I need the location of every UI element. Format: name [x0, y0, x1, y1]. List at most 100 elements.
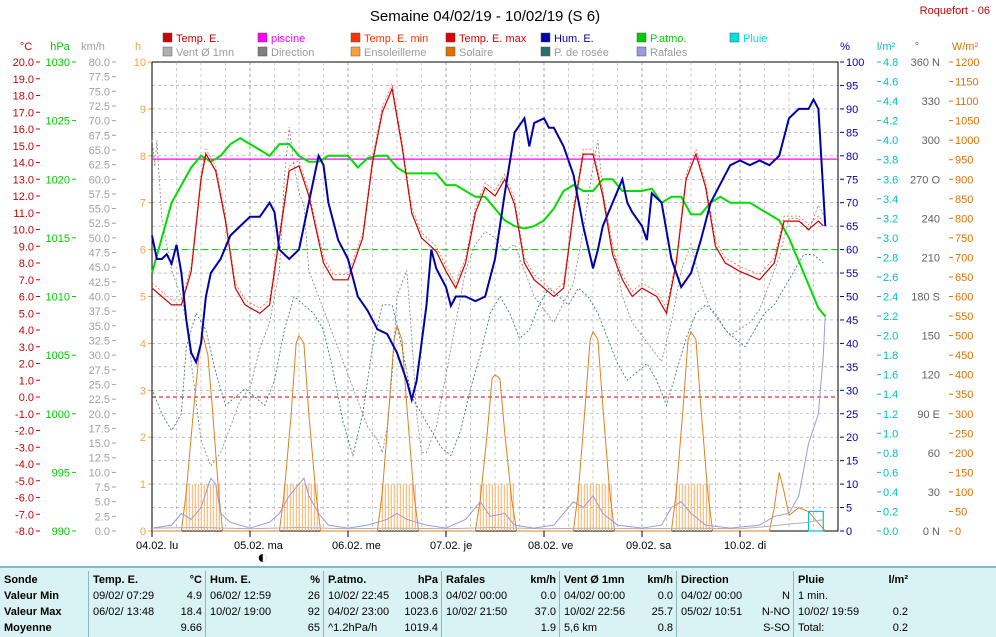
legend-swatch — [445, 32, 456, 43]
stats-temp-min-date: 09/02/ 07:29 — [93, 590, 155, 602]
axis-tick-label: 75 — [846, 174, 858, 186]
series-solaire — [152, 323, 826, 532]
stats-vent-dist: 5,6 km — [564, 622, 598, 634]
chart-legend: Temp. E. piscine Temp. E. min Temp. E. max H… — [162, 32, 767, 59]
unit-label: h — [135, 41, 141, 53]
axis-tick-label: 30 — [846, 385, 858, 397]
legend-label: Direction — [271, 47, 314, 59]
axis-tick-label: 2.8 — [883, 252, 898, 264]
unit-label: W/m² — [952, 41, 979, 53]
stats-dir-max: N-NO — [761, 606, 790, 618]
axis-tick-label: -3.0 — [15, 442, 34, 454]
axis-tick-label: 150 — [922, 331, 940, 343]
axis-tick-label: 80 — [846, 151, 858, 163]
axis-tick-label: 20.0 — [13, 57, 34, 69]
axis-tick-label: 57.5 — [89, 189, 110, 201]
axis-tick-label: 150 — [955, 467, 973, 479]
axis-tick-label: 2.0 — [883, 331, 898, 343]
axis-tick-label: 2.4 — [883, 292, 898, 304]
axis-tick-label: 80.0 — [89, 57, 110, 69]
stats-temp-unit: °C — [189, 574, 202, 586]
axis-units: °C hPa km/h h% l/m² ° W/m² — [20, 41, 979, 53]
stats-temp-header: Temp. E. — [93, 574, 139, 586]
legend-swatch — [540, 46, 551, 57]
axis-tick-label: 40.0 — [89, 292, 110, 304]
axis-tick-label: 13.0 — [13, 174, 34, 186]
grid — [151, 61, 839, 532]
stats-hum-min-date: 06/02/ 12:59 — [210, 590, 272, 602]
axis-tick-label: 1150 — [955, 77, 979, 89]
axis-tick-label: 10.0 — [89, 467, 110, 479]
rain-bar — [807, 510, 824, 532]
axis-tick-label: 240 — [922, 213, 940, 225]
stats-temp-max-date: 06/02/ 13:48 — [93, 606, 155, 618]
axis-tick-label: 1015 — [46, 233, 70, 245]
series-direction — [151, 127, 826, 467]
stats-hum-unit: % — [310, 574, 320, 586]
stats-pluie-unit: l/m² — [888, 574, 908, 586]
axis-tick-label: 10 — [846, 479, 858, 491]
axis-tick-label: 75.0 — [89, 86, 110, 98]
axis-tick-label: 27.5 — [89, 365, 110, 377]
x-axis: 04.02. lu 05.02. ma 06.02. me 07.02. je 08.0… — [136, 531, 766, 562]
stats-col-labels: Sonde Valeur Min Valeur Max Moyenne — [0, 571, 88, 637]
x-tick-label: 10.02. di — [724, 540, 766, 552]
stats-col-hum: Hum. E.% 06/02/ 12:59 26 10/02/ 19:00 92 6… — [205, 571, 324, 637]
series-vent — [151, 519, 824, 530]
axis-tick-label: 55 — [846, 268, 858, 280]
axis-tick-label: 6 — [140, 245, 146, 257]
stats-dir-min-date: 04/02/ 00:00 — [681, 590, 743, 602]
axis-tick-label: 1100 — [955, 96, 979, 108]
axis-tick-label: 0 — [846, 526, 852, 538]
axis-tick-label: 60.0 — [89, 174, 110, 186]
stats-pluie-l3: Total: — [798, 622, 825, 634]
axis-tick-label: 18.0 — [13, 91, 34, 103]
stats-vent-max-date: 10/02/ 22:56 — [564, 606, 626, 618]
axis-tick-label: 650 — [955, 272, 973, 284]
stats-raf-min-date: 04/02/ 00:00 — [446, 590, 508, 602]
series-rafales — [151, 314, 826, 529]
axis-tick-label: 350 — [955, 389, 973, 401]
axis-tick-label: 600 — [955, 292, 973, 304]
axis-tick-label: 85 — [846, 127, 858, 139]
axis-tick-label: -7.0 — [15, 509, 34, 521]
axis-tick-label: 1005 — [46, 350, 70, 362]
axis-tick-label: 7.0 — [19, 275, 34, 287]
axis-tick-label: 37.5 — [89, 306, 110, 318]
axis-tick-label: 120 — [922, 370, 940, 382]
stats-temp-avg: 9.66 — [180, 622, 202, 634]
axis-tick-label: 25.0 — [89, 379, 110, 391]
axis-tick-label: 4 — [140, 338, 146, 350]
axis-tick-label: 0.0 — [883, 526, 898, 538]
axis-tick-label: 19.0 — [13, 74, 34, 86]
axis-tick-label: 700 — [955, 252, 973, 264]
axis-tick-label: -4.0 — [15, 459, 34, 471]
axis-tick-label: 360 N — [911, 57, 940, 69]
unit-label: km/h — [81, 41, 105, 53]
axis-tick-label: 5.0 — [95, 497, 110, 509]
legend-swatch — [257, 32, 268, 43]
legend-swatch — [636, 32, 647, 43]
axis-tick-label: 12.5 — [89, 453, 110, 465]
axis-tick-label: 3.6 — [883, 174, 898, 186]
stats-patm-max-date: 04/02/ 23:00 — [328, 606, 390, 618]
stats-patm-header: P.atmo. — [328, 574, 367, 586]
stats-raf-header: Rafales — [446, 574, 486, 586]
axis-tick-label: 200 — [955, 448, 973, 460]
axis-tick-label: 7.5 — [95, 482, 110, 494]
stats-raf-min: 0.0 — [540, 590, 556, 602]
unit-label: hPa — [50, 41, 70, 53]
axis-tick-label: 12.0 — [13, 191, 34, 203]
axis-tick-label: -5.0 — [15, 476, 34, 488]
legend-label: Rafales — [650, 47, 688, 59]
axis-tick-label: 35 — [846, 362, 858, 374]
axis-tick-label: 2.2 — [883, 311, 898, 323]
legend-label: Temp. E. max — [459, 33, 527, 45]
axis-tick-label: 15.0 — [89, 438, 110, 450]
weather-chart: Semaine 04/02/19 - 10/02/19 (S 6) Roquef… — [13, 5, 990, 562]
axis-tick-label: 70 — [846, 198, 858, 210]
axis-tick-label: 45 — [846, 315, 858, 327]
axis-tick-label: 7 — [140, 198, 146, 210]
stats-dir-max-date: 05/02/ 10:51 — [681, 606, 743, 618]
axis-tick-label: 40 — [846, 338, 858, 350]
